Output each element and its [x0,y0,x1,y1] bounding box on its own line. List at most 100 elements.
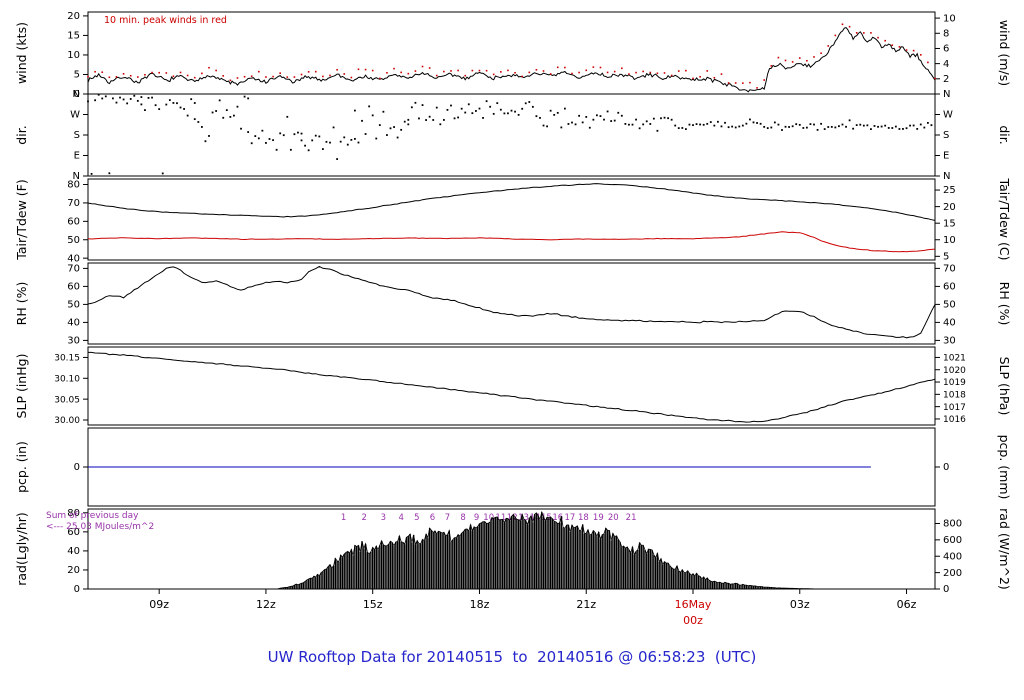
tair-left-tick-label: 80 [67,180,80,191]
direction-point [396,136,399,139]
peak-wind-dot [158,71,160,74]
direction-point [151,96,153,99]
direction-point [606,110,609,113]
direction-point [289,148,292,151]
peak-wind-dot [727,82,730,84]
dir-right-tick-label: E [943,151,949,162]
peak-wind-dot [322,75,324,78]
peak-wind-dot [606,71,609,74]
peak-wind-dot [677,70,680,72]
direction-point [891,127,894,129]
direction-point [805,126,808,129]
direction-point [688,123,691,126]
peak-wind-dot [919,54,922,56]
direction-point [642,123,645,126]
tair-right-tick-label: 10 [943,235,956,246]
direction-point [610,120,613,122]
direction-point [193,102,196,104]
dir-left-tick-label: W [70,110,80,121]
direction-point [524,102,527,105]
peak-wind-dot [642,70,644,73]
direction-point [314,134,317,137]
direction-point [588,126,591,129]
direction-point [375,137,378,140]
direction-point [649,123,652,125]
direction-point [734,126,737,129]
air-temperature-line [87,183,936,221]
direction-point [599,115,602,118]
x-tick-label: 12z [256,598,276,611]
direction-point [371,114,374,117]
direction-point [695,123,698,125]
peak-wind-dot [243,75,246,78]
direction-point [176,102,178,105]
peak-wind-dot [514,71,516,74]
direction-point [158,108,161,111]
direction-point [432,119,435,121]
direction-point [894,125,897,128]
peak-wind-dot [393,67,395,70]
direction-point [709,121,712,123]
direction-point [197,121,200,123]
dir-right-tick-label: W [943,110,953,121]
peak-wind-dot [300,73,303,76]
peak-wind-dot [101,71,104,74]
peak-wind-dot [400,71,402,74]
direction-point [147,97,150,99]
direction-point [407,123,410,126]
peak-wind-dot [734,82,737,84]
peak-wind-dot [314,70,317,73]
direction-point [855,124,858,127]
peak-wind-dot [208,66,210,69]
peak-wind-dot [720,73,723,75]
direction-point [859,123,862,126]
peak-wind-dot [201,72,203,75]
direction-point [168,99,171,101]
peak-wind-dot [891,44,894,46]
peak-wind-dot [443,70,445,73]
direction-point [681,127,684,129]
direction-point [542,124,545,127]
rad-mj-marker: 2 [361,513,366,523]
rad-left-axis-title: rad(Lgly/hr) [14,512,29,586]
direction-point [866,124,869,127]
peak-wind-dot [699,75,701,78]
wind-note: 10 min. peak winds in red [104,15,227,26]
peak-wind-dot [756,87,758,89]
direction-point [496,102,499,105]
peak-wind-dot [663,72,666,74]
direction-point [354,137,356,140]
peak-wind-dot [414,70,417,72]
slp-left-tick-label: 30.00 [54,416,80,426]
direction-point [517,113,520,116]
direction-point [628,123,630,126]
rh-left-tick-label: 30 [67,336,80,347]
rh-left-tick-label: 50 [67,300,80,311]
peak-wind-dot [549,73,552,75]
direction-point [428,115,431,118]
direction-point [183,108,185,110]
direction-point [514,110,516,113]
direction-point [560,126,563,129]
direction-point [684,128,687,131]
direction-point [378,124,381,126]
peak-wind-dot [371,69,374,72]
wind-right-axis-title: wind (m/s) [997,20,1012,86]
rad-mj-marker: 9 [474,513,479,523]
rh-right-axis-title: RH (%) [997,282,1012,326]
peak-wind-dot [236,77,239,79]
direction-point [702,123,705,126]
direction-point [225,109,228,112]
direction-point [282,134,285,137]
wind-left-tick-label: 20 [67,11,80,22]
direction-point [108,172,111,175]
direction-point [393,126,395,128]
direction-point [475,110,477,112]
direction-point [144,109,146,111]
peak-wind-dot [628,73,630,75]
direction-point [663,116,666,119]
direction-point [784,125,787,128]
direction-point [115,101,118,104]
slp-right-axis-title: SLP (hPa) [997,357,1012,416]
